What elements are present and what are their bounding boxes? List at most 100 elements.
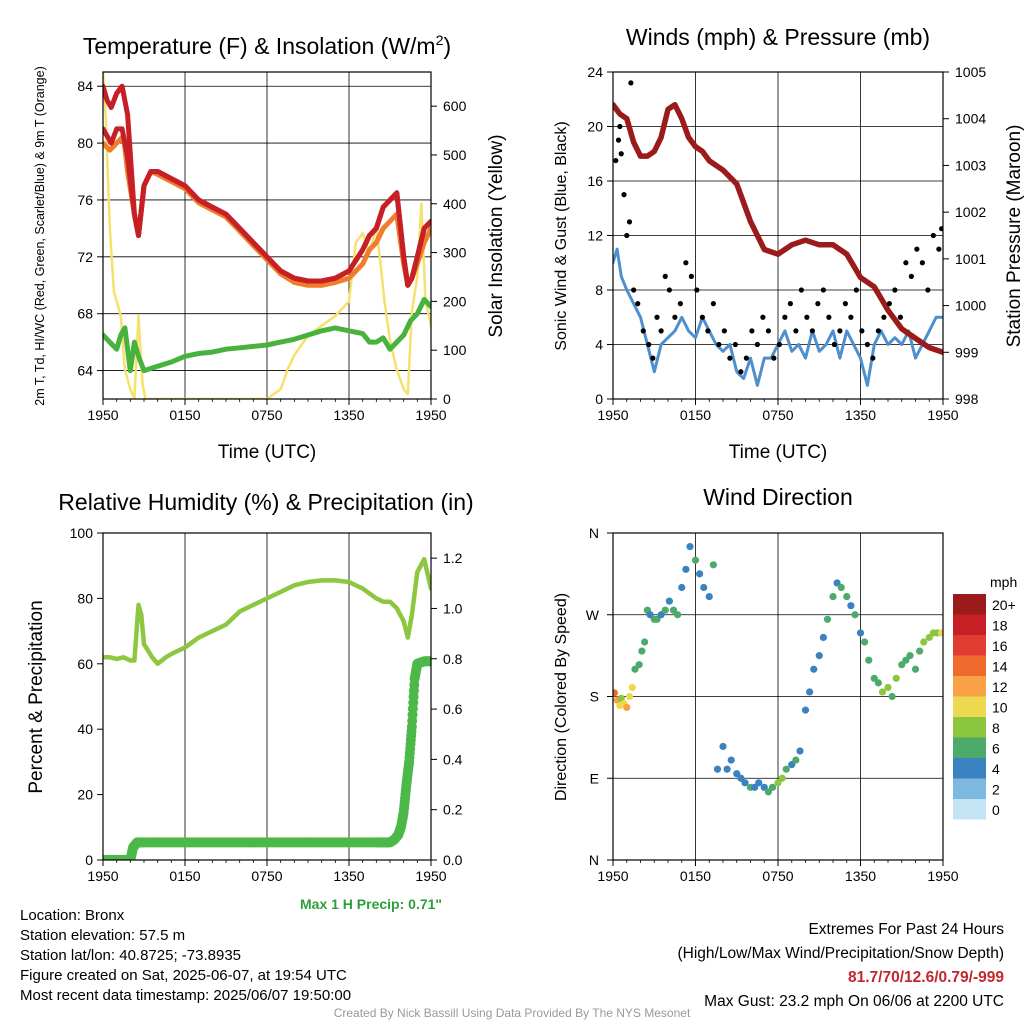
gust-point (699, 314, 705, 320)
colorbar-swatch (953, 799, 986, 820)
direction-point (829, 592, 837, 601)
x-tick-label: 0750 (251, 407, 282, 423)
series-relative-humidity (103, 556, 431, 667)
y-tick-label: 76 (77, 192, 93, 208)
plot-frame (612, 71, 944, 400)
station-elevation: Station elevation: 57.5 m (20, 927, 186, 944)
x-tick-label: 0150 (680, 868, 711, 884)
direction-point (686, 543, 694, 551)
gust-point (688, 273, 694, 279)
colorbar-label: 4 (992, 761, 1000, 777)
gust-point (624, 232, 630, 239)
y-tick-label: W (586, 607, 600, 623)
direction-point (674, 611, 682, 619)
gust-point (705, 328, 711, 334)
colorbar-swatch (953, 737, 986, 758)
gust-point (903, 260, 909, 266)
direction-point (713, 765, 722, 773)
x-tick-label: 1950 (415, 407, 446, 423)
x-tick-label: 0750 (762, 407, 793, 423)
direction-point (865, 656, 873, 664)
plot-frame (102, 532, 432, 861)
y-tick-label: 0 (85, 852, 93, 868)
y-tick-label: 72 (77, 249, 93, 265)
gust-point (618, 151, 624, 157)
y-tick-label: 24 (587, 64, 603, 80)
x-tick-label: 1350 (333, 868, 364, 884)
colorbar-swatch (953, 696, 986, 717)
gust-point (646, 341, 652, 348)
colorbar-label: 8 (992, 720, 1000, 736)
gust-point (631, 287, 637, 293)
y-right-tick-label: 999 (955, 344, 979, 360)
gust-point (820, 287, 826, 293)
direction-point (801, 706, 810, 714)
direction-point (635, 661, 643, 669)
credit-line: Created By Nick Bassill Using Data Provi… (333, 1006, 691, 1020)
y-right-tick-label: 1.0 (443, 600, 463, 616)
colorbar-swatch (953, 635, 986, 656)
gust-point (875, 328, 881, 334)
gust-point (615, 137, 622, 143)
direction-point (843, 592, 851, 601)
gust-point (930, 232, 936, 239)
colorbar-label: 10 (992, 700, 1008, 716)
y-tick-label: 16 (587, 173, 603, 189)
chart-title-temperature: Temperature (F) & Insolation (W/m2) (83, 33, 451, 59)
gust-point (658, 328, 664, 334)
y-right-axis-label: Solar Insolation (Yellow) (486, 134, 507, 337)
direction-point (911, 665, 920, 673)
chart-title-rh: Relative Humidity (%) & Precipitation (i… (58, 489, 473, 515)
direction-point (815, 652, 823, 660)
gust-point (831, 341, 837, 348)
y-tick-label: 100 (70, 525, 94, 541)
gust-point (640, 328, 646, 334)
y-tick-label: N (589, 852, 599, 868)
x-tick-label: 1350 (845, 407, 876, 423)
direction-point (782, 765, 790, 773)
direction-point (892, 674, 900, 682)
y-axis-label: Direction (Colored By Speed) (553, 593, 570, 801)
colorbar-swatch (953, 655, 986, 676)
series-td (103, 297, 431, 374)
y-right-tick-label: 600 (443, 98, 467, 114)
gust-point (626, 219, 633, 225)
direction-point (823, 615, 832, 623)
x-tick-label: 0150 (169, 407, 200, 423)
direction-point (665, 597, 673, 605)
chart-title-winds: Winds (mph) & Pressure (mb) (626, 24, 930, 50)
wind-panel: 1950 0150 0750 1350 195004812162024998999100… (553, 24, 1024, 463)
colorbar-swatch (953, 676, 986, 697)
direction-point (709, 561, 717, 569)
direction-point (678, 583, 686, 592)
direction-point (628, 683, 636, 692)
direction-point (938, 629, 943, 637)
y-tick-label: N (589, 525, 599, 541)
gust-point (727, 355, 733, 361)
direction-point (641, 638, 649, 646)
y-right-tick-label: 300 (443, 245, 467, 261)
gust-point (864, 341, 870, 348)
x-axis-label: Time (UTC) (218, 442, 317, 463)
direction-point (755, 779, 763, 787)
x-tick-label: 1950 (927, 868, 958, 884)
gust-point (842, 301, 848, 307)
gust-point (765, 328, 771, 334)
gust-point (908, 273, 914, 279)
gust-point (650, 355, 656, 361)
gust-point (710, 301, 716, 307)
direction-point (719, 742, 727, 751)
y-right-axis-label: Station Pressure (Maroon) (1004, 125, 1024, 348)
gust-point (683, 260, 689, 266)
y-right-tick-label: 100 (443, 342, 467, 358)
gust-point (804, 314, 810, 320)
max-gust-point (628, 80, 634, 86)
x-tick-label: 1950 (597, 868, 628, 884)
rh-panel: 1950 0150 0750 1350 19500204060801000.00.20.… (26, 489, 474, 884)
direction-point (792, 756, 800, 764)
direction-point (778, 774, 786, 782)
direction-point (625, 692, 634, 701)
direction-point (810, 665, 818, 673)
gust-point (837, 328, 843, 334)
